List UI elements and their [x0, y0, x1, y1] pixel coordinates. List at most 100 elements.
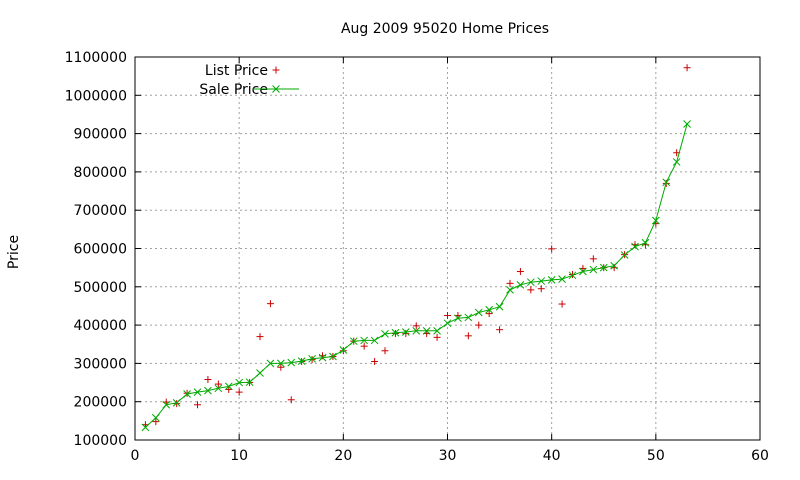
- sale-price-point: [620, 251, 629, 259]
- sale-price-point: [183, 390, 191, 398]
- list-price-point: [516, 267, 524, 275]
- list-price-point: [464, 332, 472, 340]
- legend-label: List Price: [205, 63, 268, 79]
- sale-price-point: [339, 346, 348, 354]
- sale-price-point: [537, 277, 546, 285]
- list-price-point: [579, 264, 587, 272]
- series-list-price: [141, 64, 691, 429]
- list-price-point: [433, 333, 441, 341]
- list-price-point: [214, 380, 222, 388]
- sale-price-point: [464, 313, 473, 322]
- sale-price-point: [599, 263, 608, 272]
- sale-price-point: [141, 423, 150, 432]
- sale-price-point: [485, 305, 494, 314]
- sale-price-point: [506, 286, 514, 294]
- sale-price-point: [224, 382, 233, 391]
- x-tick-label: 10: [230, 448, 248, 464]
- list-price-point: [589, 255, 597, 263]
- y-tick-label: 300000: [74, 356, 127, 372]
- sale-price-point: [683, 120, 691, 128]
- sale-price-point: [235, 378, 244, 387]
- list-price-point: [506, 279, 514, 287]
- data-series: [141, 64, 691, 432]
- y-tick-label: 900000: [74, 127, 127, 143]
- sale-price-point: [287, 358, 296, 367]
- list-price-point: [444, 312, 451, 320]
- list-price-point: [412, 322, 420, 330]
- sale-price-point: [610, 261, 619, 270]
- sale-price-point: [651, 216, 660, 225]
- sale-price-point: [433, 326, 441, 335]
- chart-title: Aug 2009 95020 Home Prices: [341, 21, 549, 37]
- list-price-point: [475, 321, 483, 329]
- sale-price-point: [204, 386, 212, 395]
- sale-price-point: [558, 275, 566, 283]
- list-price-point: [339, 347, 347, 355]
- sale-price-point: [589, 265, 598, 274]
- list-price-point: [381, 347, 389, 355]
- list-price-point: [527, 286, 535, 294]
- sale-price-line: [145, 123, 688, 428]
- sale-price-point: [422, 326, 431, 335]
- y-tick-label: 700000: [74, 203, 127, 219]
- x-tick-label: 60: [751, 448, 769, 464]
- list-price-point: [277, 363, 285, 371]
- sale-price-point: [193, 388, 202, 396]
- x-tick-label: 0: [131, 448, 140, 464]
- sale-price-point: [547, 276, 556, 284]
- sale-price-point: [401, 328, 410, 336]
- sale-price-point: [276, 359, 285, 368]
- list-price-point: [558, 300, 566, 308]
- list-price-point: [496, 326, 504, 334]
- list-price-point: [537, 285, 545, 293]
- legend: List Price Sale Price: [199, 63, 299, 98]
- sale-price-point: [474, 308, 483, 317]
- x-tick-label: 20: [334, 448, 352, 464]
- sale-price-point: [495, 302, 504, 311]
- list-price-point: [287, 396, 295, 404]
- x-tick-label: 30: [439, 448, 457, 464]
- list-price-point: [204, 375, 212, 383]
- sale-price-point: [672, 158, 681, 166]
- sale-price-point: [329, 352, 337, 361]
- y-tick-label: 1100000: [65, 50, 127, 66]
- y-tick-label: 1000000: [65, 88, 127, 104]
- sale-price-point: [454, 314, 462, 323]
- sale-price-point: [641, 238, 650, 247]
- list-price-point: [371, 357, 379, 365]
- series-sale-price: [141, 120, 691, 432]
- sale-price-point: [162, 400, 171, 409]
- sale-price-point: [360, 336, 369, 345]
- list-price-point: [683, 64, 691, 72]
- y-tick-label: 400000: [74, 318, 127, 334]
- sale-price-point: [256, 369, 264, 377]
- list-price-point: [235, 388, 243, 396]
- y-tick-label: 600000: [74, 242, 127, 258]
- sale-price-point: [266, 359, 275, 368]
- sale-price-point: [568, 271, 577, 280]
- sale-price-point: [318, 353, 327, 362]
- y-tick-label: 800000: [74, 165, 127, 181]
- sale-price-point: [579, 267, 587, 276]
- sale-price-point: [516, 281, 525, 289]
- sale-price-point: [172, 398, 181, 407]
- list-price-point: [485, 310, 493, 318]
- legend-marker: [272, 66, 280, 74]
- list-price-point: [152, 418, 160, 426]
- sale-price-point: [349, 337, 358, 346]
- grid-lines: [135, 57, 760, 440]
- y-tick-label: 200000: [74, 395, 127, 411]
- list-price-point: [360, 342, 368, 350]
- sale-price-point: [151, 413, 160, 422]
- y-axis-label: Price: [6, 235, 22, 269]
- sale-price-point: [443, 319, 452, 328]
- sale-price-point: [391, 328, 400, 337]
- legend-label: Sale Price: [199, 82, 268, 98]
- sale-price-point: [297, 357, 306, 365]
- y-tick-label: 100000: [74, 433, 127, 449]
- sale-price-point: [412, 326, 421, 335]
- sale-price-point: [308, 354, 316, 363]
- x-tick-label: 40: [543, 448, 561, 464]
- sale-price-point: [631, 242, 639, 251]
